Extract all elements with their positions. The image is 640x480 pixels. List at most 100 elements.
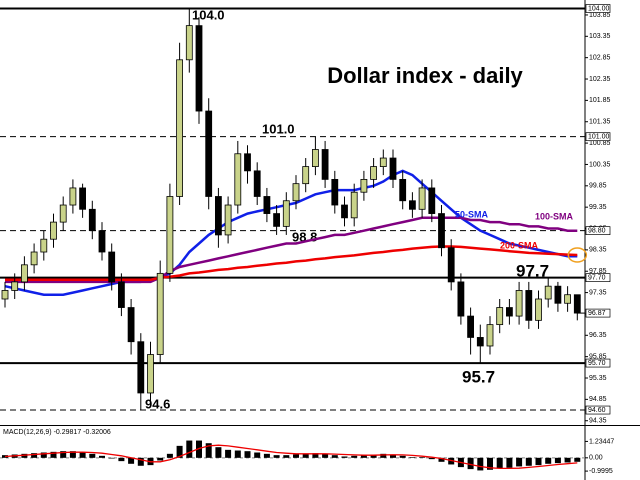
macd-bar	[244, 451, 251, 458]
macd-bar	[390, 454, 396, 458]
candle-body	[195, 25, 203, 112]
chart-title: Dollar index - daily	[327, 63, 523, 88]
candle-body	[399, 178, 407, 202]
macd-bar	[89, 453, 96, 458]
y-tick-label: 102.35	[589, 76, 611, 83]
macd-bar	[283, 455, 290, 458]
level-label: 94.60	[588, 407, 606, 414]
candle-body	[50, 221, 57, 240]
macd-bar	[60, 451, 67, 458]
macd-bar	[234, 450, 241, 458]
candle-body	[525, 290, 533, 321]
macd-bar	[128, 457, 135, 464]
y-tick-label: 97.85	[589, 268, 607, 275]
macd-bar	[293, 454, 299, 458]
level-annotation: 97.7	[516, 261, 549, 280]
macd-bar	[263, 453, 270, 458]
macd-bar	[108, 457, 115, 459]
macd-bar	[535, 457, 542, 466]
macd-bar	[273, 455, 280, 458]
y-tick-label: 102.85	[589, 55, 611, 62]
macd-bar	[215, 447, 222, 458]
y-tick-label: 103.85	[589, 12, 611, 19]
level-annotation: 104.0	[192, 7, 225, 22]
y-tick-label: 94.35	[589, 418, 607, 425]
level-label-box	[585, 132, 611, 142]
candle-body	[20, 264, 28, 283]
macd-bar	[79, 452, 86, 458]
macd-bar	[341, 456, 348, 458]
macd-bar	[166, 453, 173, 458]
macd-bar	[331, 455, 338, 458]
y-tick-label: 101.35	[589, 119, 611, 126]
macd-bar	[186, 440, 193, 458]
candle-body	[544, 285, 552, 300]
sma-line	[5, 245, 578, 282]
candle-body	[438, 213, 445, 249]
macd-title: MACD(12,26,9) -0.29817 -0.32006	[3, 429, 111, 436]
candle-body	[321, 149, 329, 180]
candle-body	[1, 290, 9, 300]
level-label: 97.70	[588, 274, 606, 281]
macd-bar	[360, 455, 367, 458]
macd-bar	[225, 449, 232, 458]
candle-body	[166, 196, 174, 274]
candle-body	[496, 307, 504, 326]
candle-body	[176, 59, 184, 197]
candle-body	[88, 208, 96, 232]
macd-bar	[118, 457, 125, 462]
candle-body	[573, 294, 581, 314]
sma-label: 100-SMA	[535, 211, 574, 221]
sma-line	[4, 169, 578, 296]
y-tick-label: -0.9995	[589, 468, 613, 475]
macd-bar	[487, 457, 493, 470]
macd-bar	[99, 455, 105, 458]
macd-bar	[496, 457, 503, 469]
y-tick-label: 98.35	[589, 247, 607, 254]
level-label: 95.70	[588, 360, 606, 367]
y-tick-label: 1.23447	[589, 438, 614, 445]
y-tick-label: 99.35	[589, 204, 607, 211]
y-tick-label: 0.00	[589, 455, 603, 462]
sma-label: 200-SMA	[500, 240, 539, 250]
candle-body	[79, 187, 86, 210]
candle-body	[292, 183, 300, 202]
candle-body	[147, 354, 154, 394]
candle-body	[108, 251, 116, 283]
candle-body	[457, 281, 465, 317]
level-label-box	[585, 273, 611, 282]
macd-bar	[477, 457, 484, 471]
candle-body	[69, 187, 77, 206]
macd-bar	[428, 457, 435, 460]
candle-body	[185, 25, 193, 61]
level-label-box	[585, 358, 611, 368]
macd-bar	[438, 457, 445, 462]
y-tick-label: 99.85	[589, 183, 607, 190]
candle-body	[40, 238, 48, 253]
macd-bar	[137, 457, 144, 466]
candle-body	[311, 149, 319, 167]
candle-body	[467, 315, 475, 338]
candle-body	[370, 166, 378, 180]
level-label: 98.80	[588, 227, 606, 234]
y-tick-label: 100.35	[589, 161, 611, 168]
candle-body	[515, 290, 523, 317]
y-tick-label: 103.35	[589, 33, 611, 40]
level-annotation: 95.7	[462, 367, 495, 386]
macd-bar	[302, 453, 309, 458]
candle-body	[486, 324, 494, 347]
candle-body	[253, 170, 261, 197]
candle-body	[554, 285, 562, 304]
macd-bar	[370, 454, 377, 458]
candle-body	[418, 187, 426, 210]
candle-body	[282, 200, 290, 227]
level-label: 101.00	[588, 134, 610, 141]
macd-bar	[322, 453, 329, 458]
y-tick-label: 95.85	[589, 354, 607, 361]
y-tick-label: 95.35	[589, 375, 607, 382]
candle-body	[205, 110, 213, 197]
macd-bar	[351, 455, 358, 458]
candle-body	[234, 153, 242, 206]
macd-bar	[205, 443, 212, 458]
